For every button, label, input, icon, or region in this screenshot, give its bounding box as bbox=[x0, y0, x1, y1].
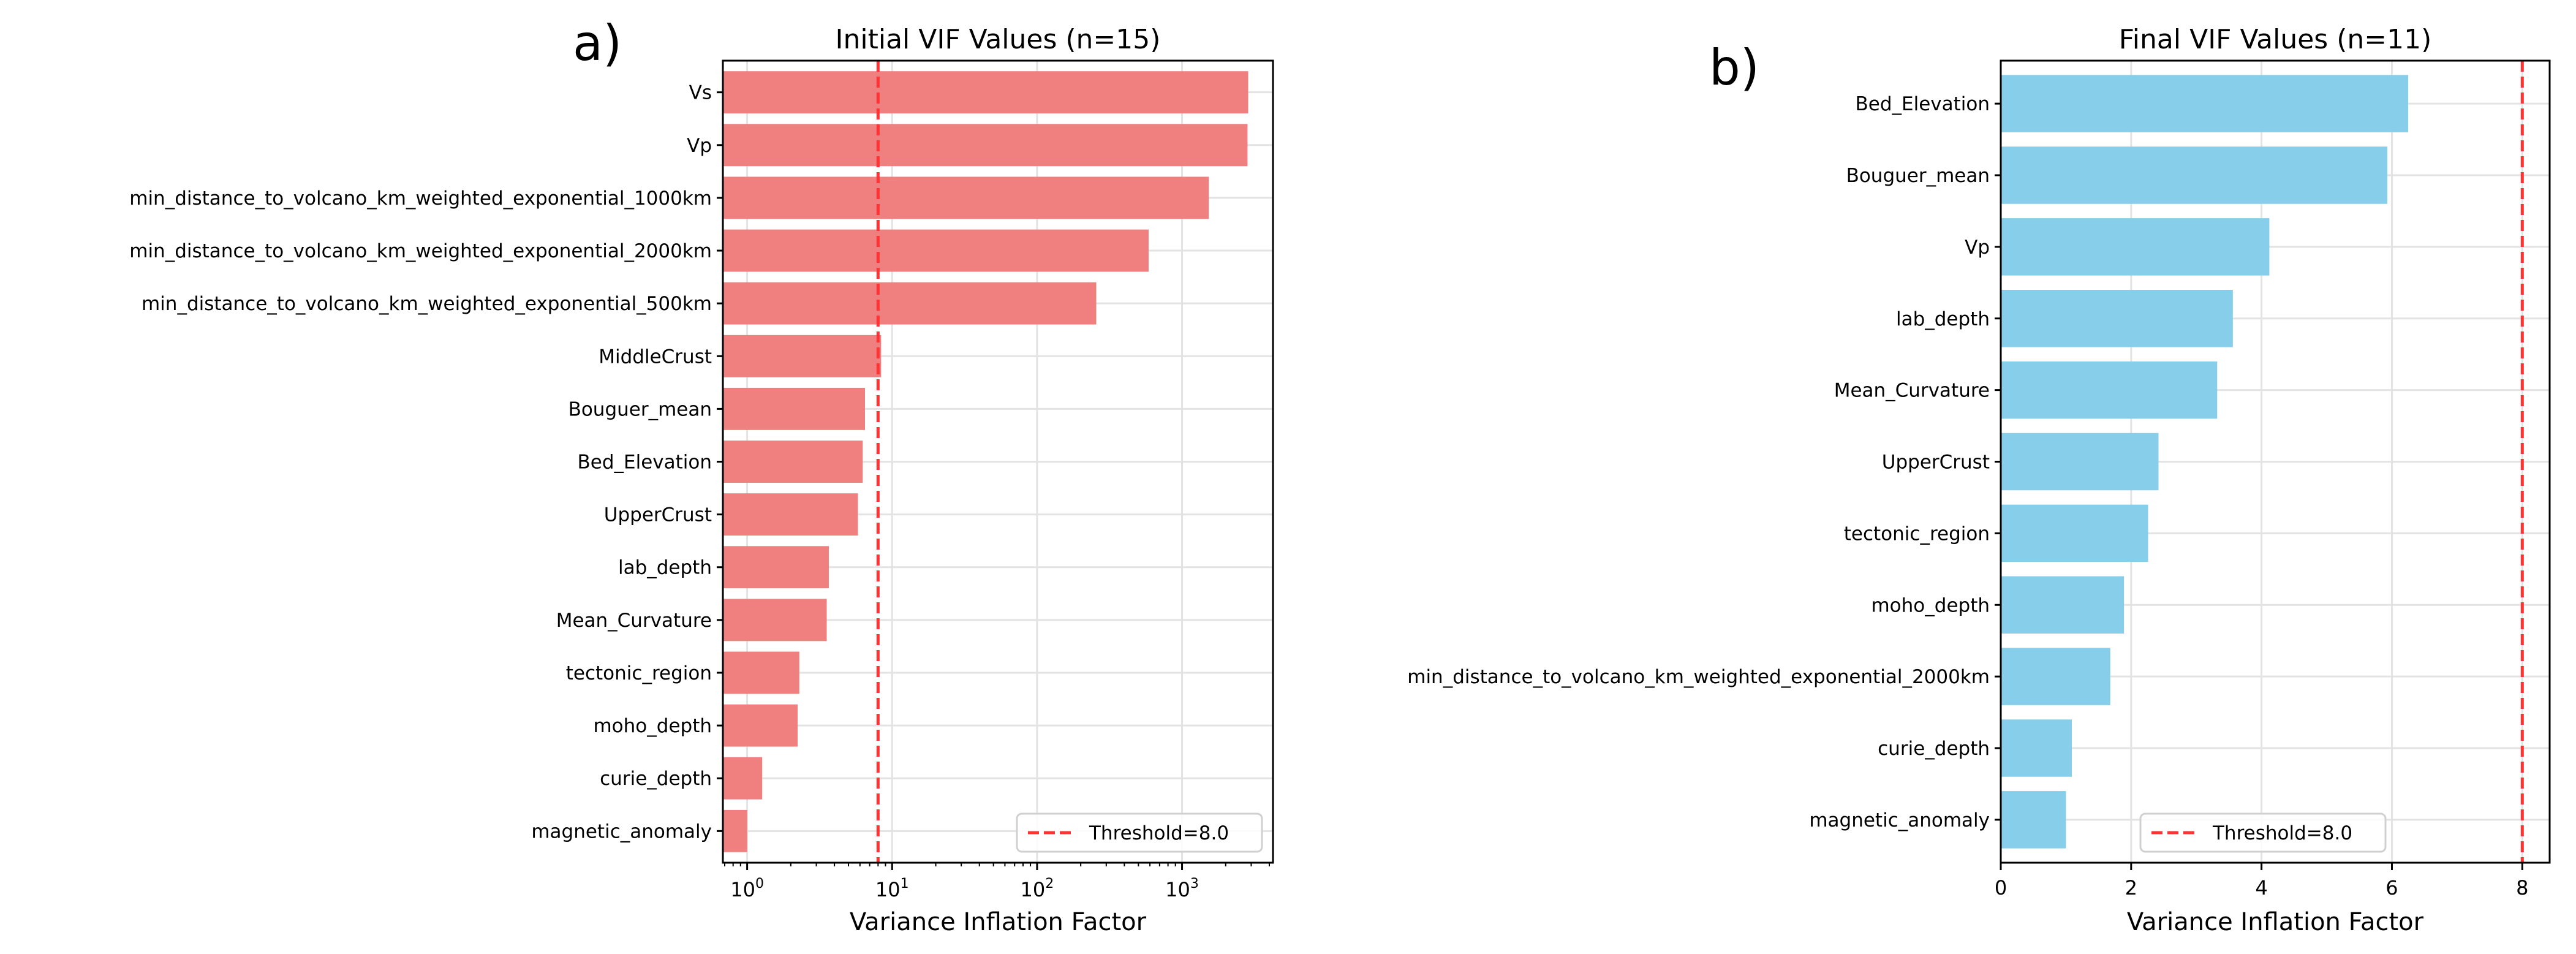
bar-Vp bbox=[2001, 218, 2270, 276]
bar-tectonic_region bbox=[723, 651, 799, 694]
bar-tectonic_region bbox=[2001, 504, 2148, 562]
chart-title: Initial VIF Values (n=15) bbox=[836, 24, 1161, 55]
y-tick-label: lab_depth bbox=[1896, 308, 1990, 330]
y-tick-label: curie_depth bbox=[600, 768, 712, 790]
legend: Threshold=8.0 bbox=[1016, 812, 1263, 853]
y-tick-label: magnetic_anomaly bbox=[1809, 809, 1990, 831]
bar-Bouguer_mean bbox=[2001, 146, 2388, 204]
bar-moho_depth bbox=[723, 704, 798, 747]
y-tick-label: tectonic_region bbox=[1844, 523, 1990, 545]
y-tick-label: Bouguer_mean bbox=[568, 398, 712, 420]
x-tick-label: 102 bbox=[1021, 876, 1054, 901]
bar-min_distance_to_volcano_km_weighted_exponential_500km bbox=[723, 282, 1097, 325]
bar-lab_depth bbox=[723, 546, 829, 589]
y-tick-label: MiddleCrust bbox=[599, 346, 712, 368]
bar-min_distance_to_volcano_km_weighted_exponential_2000km bbox=[723, 229, 1149, 272]
legend-box bbox=[1016, 812, 1263, 853]
bar-Mean_Curvature bbox=[2001, 361, 2218, 419]
bar-Vp bbox=[723, 124, 1248, 167]
y-tick-label: tectonic_region bbox=[566, 662, 712, 684]
y-tick-label: curie_depth bbox=[1878, 738, 1990, 760]
y-tick-label: Bouguer_mean bbox=[1846, 165, 1990, 187]
bar-curie_depth bbox=[2001, 719, 2072, 777]
y-tick-label: magnetic_anomaly bbox=[531, 820, 712, 842]
x-tick-label: 6 bbox=[2385, 876, 2398, 899]
y-tick-label: Vs bbox=[689, 82, 712, 104]
y-tick-label: Vp bbox=[1965, 237, 1990, 259]
y-tick-label: Vp bbox=[687, 135, 712, 157]
x-tick-label: 103 bbox=[1165, 876, 1199, 901]
bar-curie_depth bbox=[723, 757, 763, 800]
y-tick-label: moho_depth bbox=[593, 715, 712, 737]
panel-label-b: b) bbox=[1709, 39, 1759, 96]
bar-min_distance_to_volcano_km_weighted_exponential_1000km bbox=[723, 176, 1209, 219]
y-tick-label: Mean_Curvature bbox=[1834, 380, 1990, 402]
y-tick-label: Mean_Curvature bbox=[556, 610, 712, 632]
x-tick-label: 4 bbox=[2255, 876, 2267, 899]
y-tick-label: min_distance_to_volcano_km_weighted_expo… bbox=[129, 187, 712, 210]
panel-label-a: a) bbox=[573, 15, 622, 72]
bar-lab_depth bbox=[2001, 290, 2233, 347]
bar-moho_depth bbox=[2001, 576, 2125, 634]
y-tick-label: moho_depth bbox=[1871, 594, 1990, 616]
y-tick-label: UpperCrust bbox=[604, 504, 712, 526]
legend-label: Threshold=8.0 bbox=[1089, 822, 1229, 844]
x-tick-label: 0 bbox=[1995, 876, 2007, 899]
bar-UpperCrust bbox=[2001, 433, 2159, 491]
y-tick-label: min_distance_to_volcano_km_weighted_expo… bbox=[1407, 666, 1990, 688]
bar-Bed_Elevation bbox=[2001, 75, 2409, 132]
final-vif-chart: Bed_Elevation Bouguer_mean Vp lab_depth Mean… bbox=[1407, 24, 2551, 936]
chart-title: Final VIF Values (n=11) bbox=[2119, 24, 2432, 55]
x-tick-label: 101 bbox=[875, 876, 909, 901]
y-tick-label: lab_depth bbox=[618, 557, 712, 579]
initial-vif-chart: Vs Vp min_distance_to_volcano_km_weighted_… bbox=[129, 24, 1274, 936]
x-tick-label: 100 bbox=[730, 876, 764, 901]
bar-magnetic_anomaly bbox=[2001, 791, 2066, 849]
bar-MiddleCrust bbox=[723, 335, 882, 377]
y-tick-label: Bed_Elevation bbox=[1855, 93, 1990, 115]
bar-min_distance_to_volcano_km_weighted_exponential_2000km bbox=[2001, 648, 2110, 705]
x-tick-label: 2 bbox=[2125, 876, 2137, 899]
y-tick-label: UpperCrust bbox=[1882, 452, 1990, 474]
x-axis-label: Variance Inflation Factor bbox=[850, 908, 1147, 936]
y-tick-label: Bed_Elevation bbox=[577, 452, 712, 474]
bar-Mean_Curvature bbox=[723, 599, 827, 642]
legend: Threshold=8.0 bbox=[2139, 812, 2387, 853]
x-axis-label: Variance Inflation Factor bbox=[2127, 908, 2424, 936]
legend-box bbox=[2139, 812, 2387, 853]
x-tick-label: 8 bbox=[2516, 876, 2528, 899]
bar-Bed_Elevation bbox=[723, 441, 863, 483]
bar-UpperCrust bbox=[723, 493, 858, 536]
bar-Vs bbox=[723, 71, 1248, 114]
y-tick-label: min_distance_to_volcano_km_weighted_expo… bbox=[129, 240, 712, 262]
legend-label: Threshold=8.0 bbox=[2212, 822, 2352, 844]
y-tick-label: min_distance_to_volcano_km_weighted_expo… bbox=[142, 293, 712, 315]
bar-Bouguer_mean bbox=[723, 387, 865, 430]
bar-magnetic_anomaly bbox=[723, 809, 747, 852]
